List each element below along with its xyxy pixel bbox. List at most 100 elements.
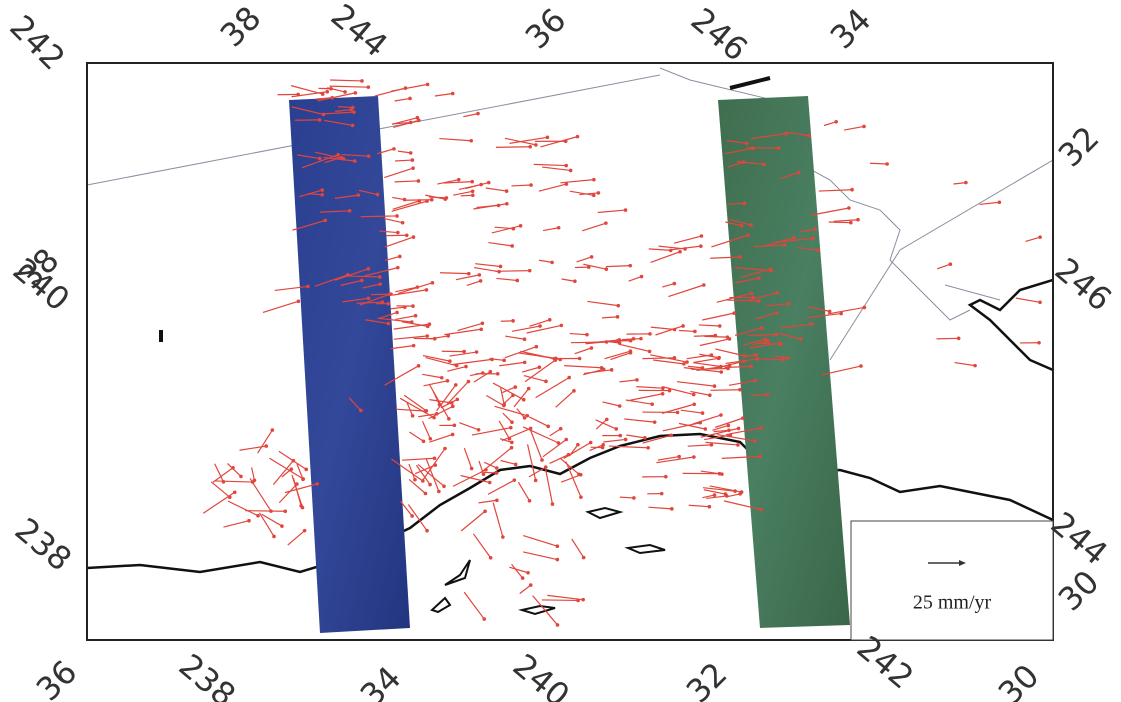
arrowhead xyxy=(792,236,796,240)
arrowhead xyxy=(555,623,560,627)
arrowhead xyxy=(380,300,385,304)
velocity-arrow xyxy=(726,140,747,144)
arrowhead xyxy=(997,200,1002,205)
velocity-arrow xyxy=(710,256,741,259)
velocity-arrow xyxy=(542,439,567,458)
arrowhead xyxy=(452,423,457,428)
arrowhead xyxy=(256,513,260,518)
arrowhead xyxy=(774,311,779,315)
arrowhead xyxy=(739,490,744,494)
velocity-arrow xyxy=(569,444,579,457)
velocity-arrow xyxy=(541,166,571,172)
arrowhead xyxy=(301,477,305,481)
velocity-arrow xyxy=(324,156,342,164)
arrowhead xyxy=(752,439,757,443)
arrowhead xyxy=(559,323,564,328)
velocity-arrow xyxy=(662,386,694,396)
velocity-arrow xyxy=(290,85,323,95)
velocity-arrow xyxy=(393,335,428,340)
velocity-arrow xyxy=(394,180,419,183)
arrowhead xyxy=(300,505,305,510)
velocity-arrow xyxy=(402,457,435,461)
velocity-arrow xyxy=(505,335,525,340)
right-tick-label: 32 xyxy=(1051,119,1107,175)
arrowhead xyxy=(572,389,576,393)
velocity-arrow xyxy=(496,277,518,282)
arrowhead xyxy=(672,356,677,360)
arrowhead xyxy=(973,363,977,368)
arrowhead xyxy=(413,477,417,482)
velocity-arrow xyxy=(538,183,567,192)
velocity-arrow xyxy=(571,538,585,558)
velocity-arrow xyxy=(415,464,431,485)
arrowhead xyxy=(430,281,435,285)
coastline-east xyxy=(967,278,1053,372)
arrowhead xyxy=(664,474,668,479)
velocity-arrow xyxy=(560,474,581,483)
velocity-arrow xyxy=(706,495,727,500)
velocity-arrow xyxy=(538,259,553,263)
arrowhead xyxy=(782,243,786,247)
arrowhead xyxy=(424,409,429,413)
velocity-arrow xyxy=(936,263,951,270)
arrowhead xyxy=(504,189,509,193)
arrowhead xyxy=(652,420,657,424)
arrowhead xyxy=(513,462,518,467)
velocity-arrow xyxy=(466,280,481,287)
legend: 25 mm/yr xyxy=(850,520,1054,641)
arrowhead xyxy=(765,392,770,397)
velocity-arrow xyxy=(390,345,414,350)
arrowhead xyxy=(392,147,396,151)
velocity-arrow xyxy=(518,352,556,359)
arrowhead xyxy=(564,163,569,168)
velocity-arrows xyxy=(202,79,1042,627)
velocity-arrow xyxy=(608,445,649,449)
velocity-arrow xyxy=(747,333,777,337)
velocity-arrow xyxy=(540,136,578,148)
arrowhead xyxy=(272,534,276,539)
arrowhead xyxy=(738,255,743,259)
arrowhead xyxy=(508,425,513,430)
arrowhead xyxy=(753,378,758,383)
arrowhead xyxy=(604,221,608,225)
velocity-arrow xyxy=(365,319,389,325)
velocity-arrow xyxy=(954,361,976,367)
velocity-arrow xyxy=(560,179,594,184)
velocity-arrow xyxy=(429,433,453,443)
arrowhead xyxy=(723,492,728,496)
velocity-arrow xyxy=(734,277,760,284)
velocity-arrow xyxy=(364,267,398,277)
arrowhead xyxy=(683,247,687,251)
arrowhead xyxy=(700,411,705,415)
velocity-arrow xyxy=(347,275,380,278)
velocity-arrow xyxy=(278,483,298,504)
arrowhead xyxy=(306,284,310,289)
velocity-arrow xyxy=(376,148,395,155)
arrowhead xyxy=(628,263,633,268)
arrowhead xyxy=(400,220,405,225)
velocity-arrow xyxy=(408,463,416,480)
velocity-arrow xyxy=(425,356,457,367)
velocity-arrow xyxy=(532,595,558,626)
velocity-arrow xyxy=(746,292,778,302)
velocity-arrow xyxy=(495,270,530,272)
velocity-arrow xyxy=(526,324,562,334)
arrowhead xyxy=(604,267,609,271)
arrowhead xyxy=(432,456,437,461)
arrowhead xyxy=(618,433,622,438)
arrowhead xyxy=(585,332,589,337)
arrowhead xyxy=(304,467,309,472)
arrowhead xyxy=(481,472,486,476)
arrowhead xyxy=(421,479,425,483)
arrowhead xyxy=(677,454,681,459)
velocity-arrow xyxy=(725,427,762,436)
velocity-arrow xyxy=(808,306,830,312)
velocity-arrow xyxy=(723,500,762,511)
velocity-arrow xyxy=(274,285,308,292)
arrowhead xyxy=(588,440,593,445)
velocity-arrow xyxy=(628,275,642,282)
arrowhead xyxy=(411,235,416,239)
velocity-arrow xyxy=(523,534,558,547)
velocity-arrow xyxy=(704,335,728,338)
arrowhead xyxy=(691,392,696,397)
